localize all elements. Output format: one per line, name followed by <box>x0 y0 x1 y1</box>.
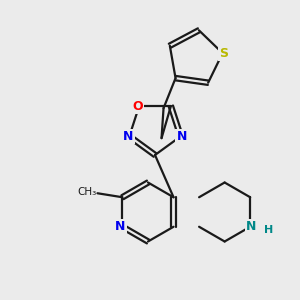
Text: N: N <box>123 130 134 143</box>
Text: S: S <box>219 46 228 60</box>
Text: N: N <box>246 220 256 233</box>
Text: CH₃: CH₃ <box>77 187 97 197</box>
Text: N: N <box>176 130 187 143</box>
Text: O: O <box>133 100 143 113</box>
Text: H: H <box>264 225 273 235</box>
Text: N: N <box>115 220 126 233</box>
